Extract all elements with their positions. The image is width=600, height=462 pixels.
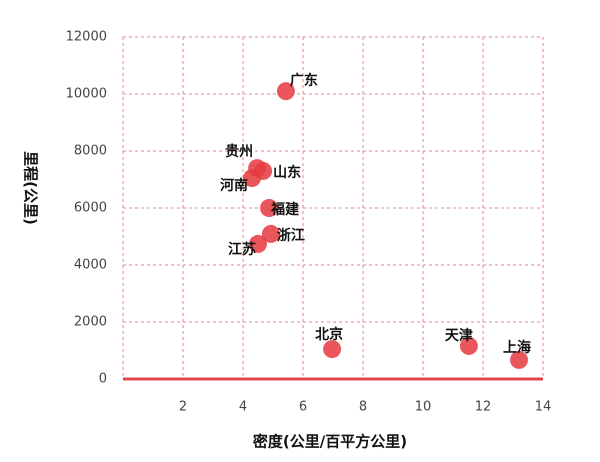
- x-tick-label: 8: [359, 400, 367, 415]
- x-tick-label: 10: [415, 400, 432, 415]
- point-label: 天津: [445, 327, 473, 344]
- point-label: 浙江: [277, 227, 305, 244]
- x-tick-label: 2: [179, 400, 187, 415]
- point: [261, 224, 280, 243]
- point: [323, 340, 342, 359]
- x-axis-title: 密度(公里/百平方公里): [253, 433, 407, 451]
- point: [249, 234, 267, 253]
- x-tick-label: 6: [299, 400, 307, 415]
- y-axis-title: 里程(公里): [22, 151, 40, 225]
- point: [276, 82, 295, 101]
- y-tick-label: 8000: [74, 144, 107, 159]
- point-label: 江苏: [228, 241, 256, 258]
- point-label: 山东: [273, 164, 301, 181]
- point: [459, 336, 478, 355]
- point-label: 上海: [503, 339, 531, 356]
- point: [260, 199, 279, 217]
- point-label: 福建: [270, 201, 299, 218]
- point: [243, 169, 261, 188]
- y-tick-label: 0: [99, 372, 107, 387]
- x-tick-label: 12: [475, 400, 492, 415]
- point-label: 河南: [220, 177, 248, 194]
- point-label: 北京: [315, 326, 343, 343]
- x-tick-label: 4: [239, 400, 247, 415]
- point: [510, 350, 528, 369]
- y-tick-label: 2000: [74, 315, 107, 330]
- x-tick-label: 14: [535, 400, 552, 415]
- point-label: 贵州: [225, 143, 253, 160]
- y-tick-label: 4000: [74, 258, 107, 273]
- y-tick-label: 10000: [66, 87, 107, 102]
- y-tick-label: 12000: [66, 30, 107, 45]
- y-tick-label: 6000: [74, 201, 107, 216]
- point-label: 广东: [290, 72, 318, 89]
